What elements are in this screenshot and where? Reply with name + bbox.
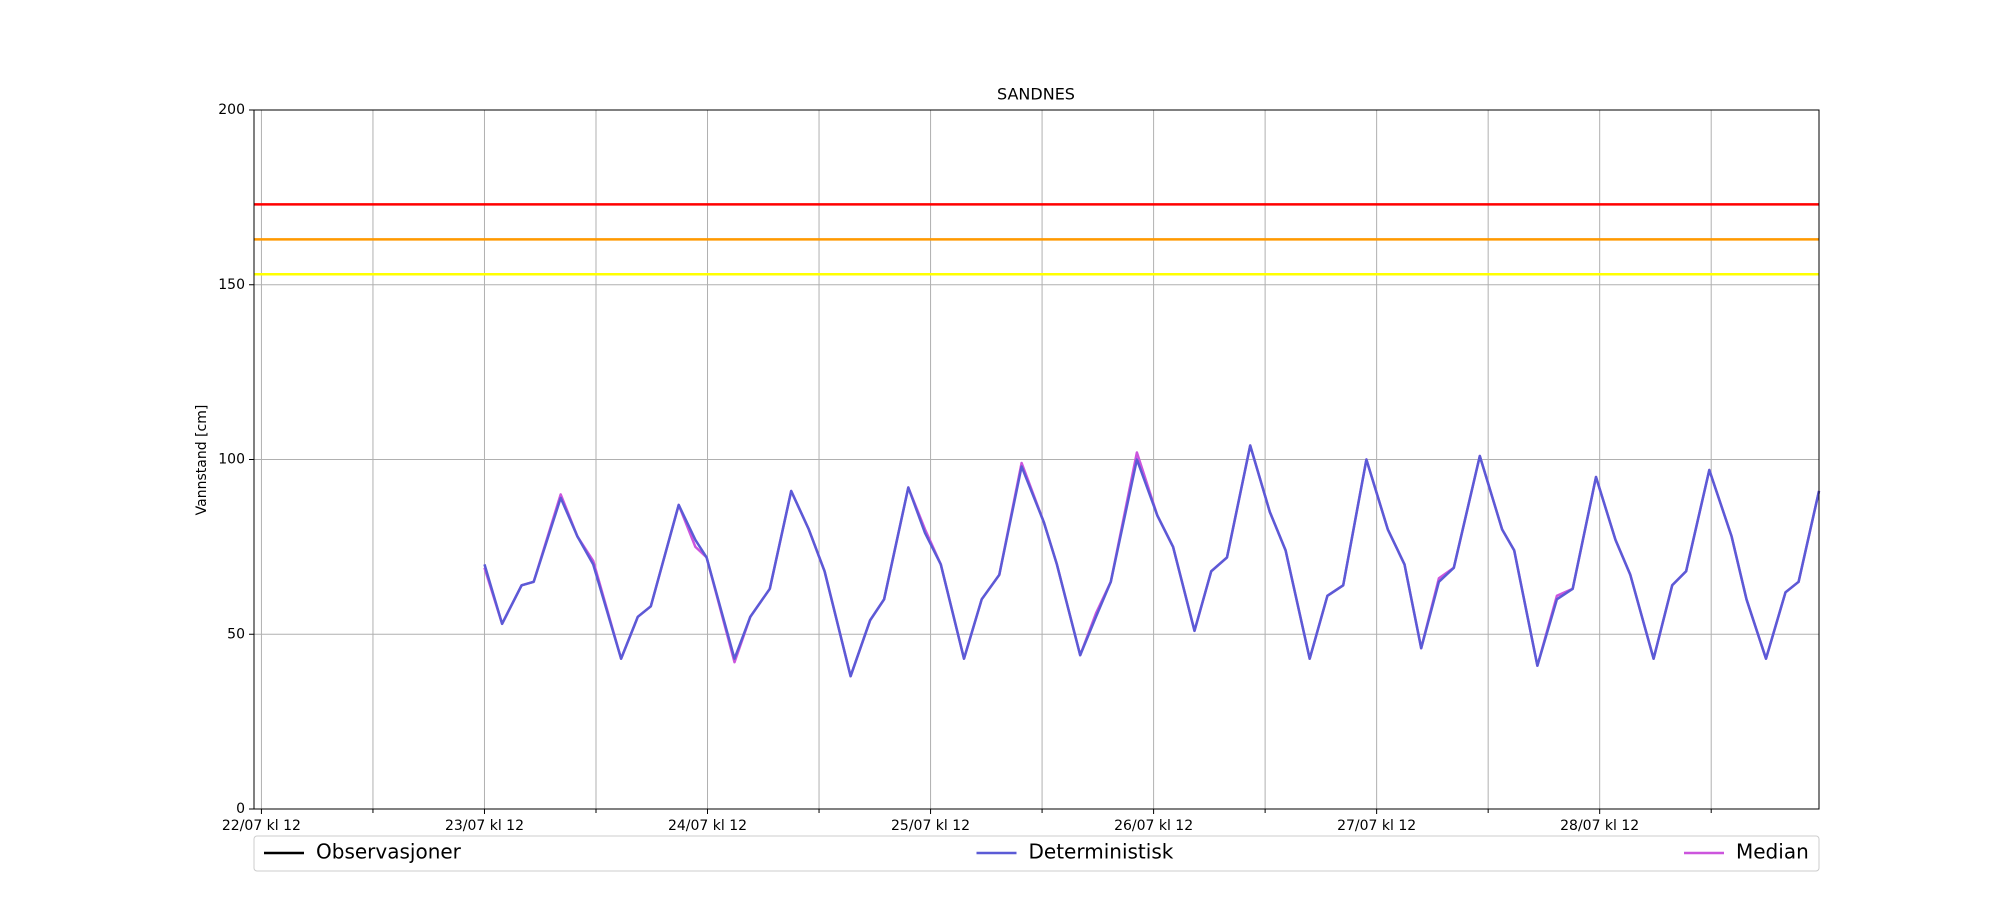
y-tick-label: 0 <box>236 801 245 817</box>
legend-label: Deterministisk <box>1029 840 1174 864</box>
x-tick-label: 23/07 kl 12 <box>445 818 524 834</box>
y-tick-label: 50 <box>227 626 245 642</box>
y-tick-label: 100 <box>218 452 245 468</box>
legend-box <box>253 835 1820 872</box>
series-line <box>483 444 1821 678</box>
x-tick-label: 26/07 kl 12 <box>1114 818 1193 834</box>
x-tick-label: 28/07 kl 12 <box>1560 818 1639 834</box>
axes-frame <box>253 109 1820 810</box>
x-tick-label: 24/07 kl 12 <box>668 818 747 834</box>
y-axis-label: Vannstand [cm] <box>194 405 210 516</box>
chart-title: SANDNES <box>997 85 1075 104</box>
x-tick-label: 27/07 kl 12 <box>1337 818 1416 834</box>
x-tick-label: 22/07 kl 12 <box>222 818 301 834</box>
y-tick-label: 200 <box>218 102 245 118</box>
series-line <box>483 444 1821 678</box>
y-tick-label: 150 <box>218 277 245 293</box>
legend-label: Median <box>1736 840 1809 864</box>
x-tick-label: 25/07 kl 12 <box>891 818 970 834</box>
legend-label: Observasjoner <box>316 840 462 864</box>
